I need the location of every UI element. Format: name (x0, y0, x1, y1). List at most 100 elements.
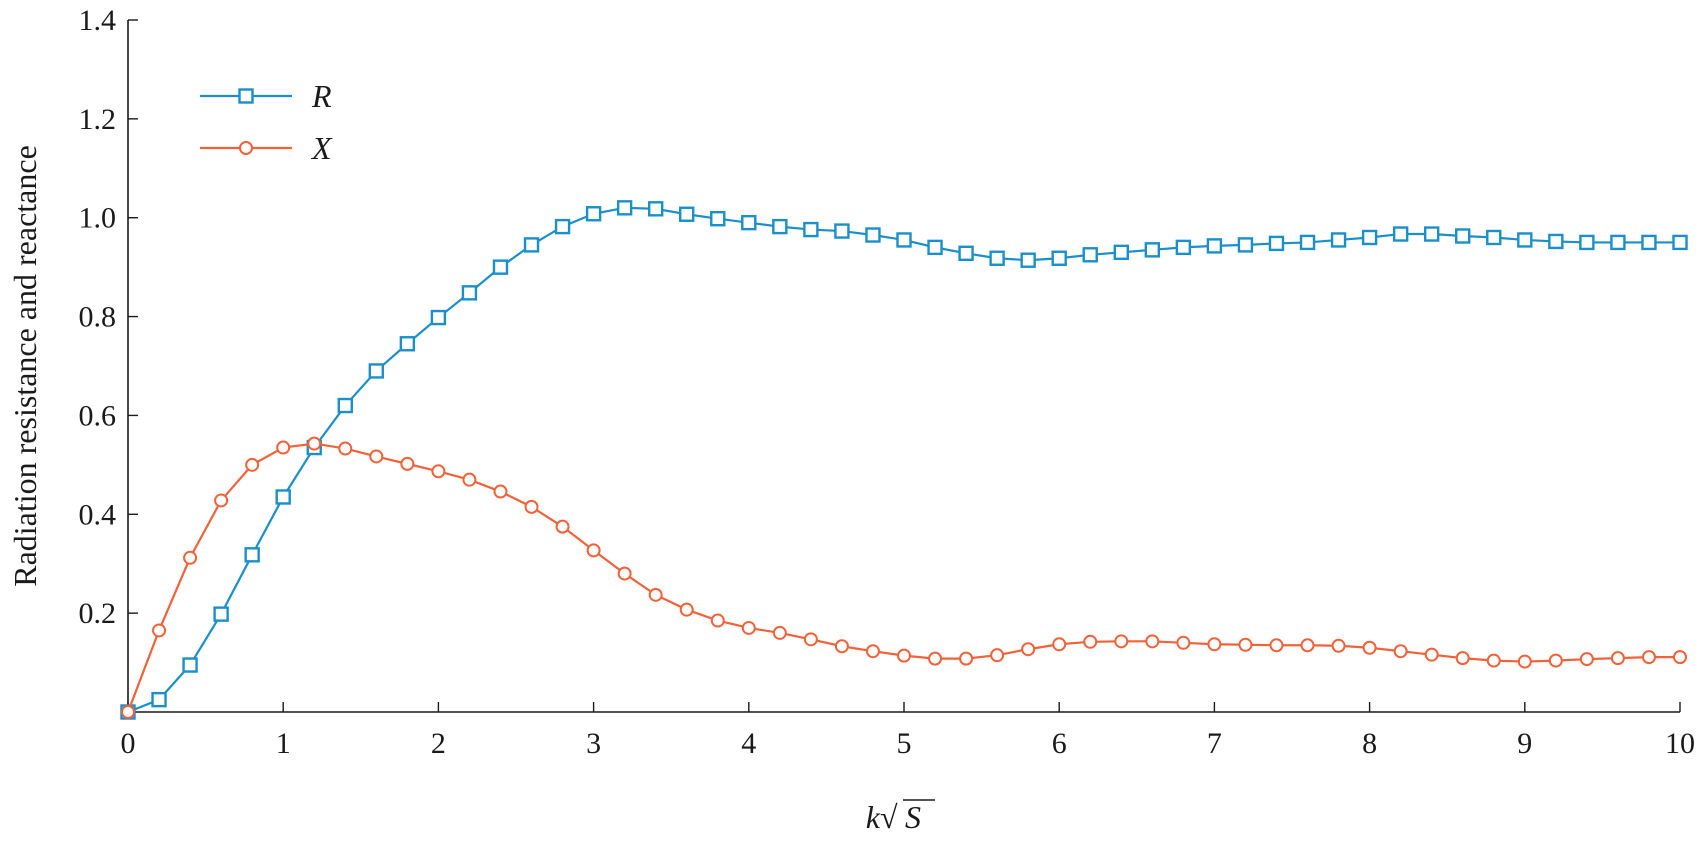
series-r-point (1051, 250, 1067, 266)
series-r-point (461, 285, 478, 301)
series-r-point (927, 239, 943, 256)
series-r-point (1392, 226, 1409, 242)
series-x-point (183, 550, 198, 565)
y-tick-label: 1.0 (79, 202, 117, 235)
series-r-point (151, 691, 167, 708)
series-x-point (1610, 651, 1625, 666)
series-r-point (1361, 229, 1378, 246)
series-x-point (990, 648, 1005, 663)
y-tick-label: 0.6 (79, 399, 117, 432)
series-x-point (307, 436, 322, 451)
series-x-point (1176, 635, 1191, 650)
series-r-point (1206, 238, 1223, 254)
series-r-point (958, 245, 974, 262)
series-r-point (710, 211, 726, 227)
series-r-point (399, 336, 416, 352)
series-x-point (1424, 647, 1439, 662)
series-x-point (834, 639, 849, 654)
series-x-point (586, 543, 601, 558)
legend-marker-r (238, 88, 254, 104)
x-tick-label: 2 (431, 727, 446, 760)
series-x-point (1486, 653, 1501, 668)
series-x-point (152, 623, 167, 638)
series-r-point (1299, 234, 1316, 251)
series-r-point (1672, 234, 1688, 251)
series-x-point (493, 484, 508, 499)
series-x-point (400, 456, 415, 471)
y-tick-label: 0.2 (79, 597, 117, 630)
series-x-point (1579, 652, 1594, 667)
series-r-point (1610, 234, 1626, 251)
series-x-point (1083, 634, 1098, 649)
series-x-point (1517, 654, 1532, 669)
series-x-point (1114, 634, 1129, 649)
series-r-point (182, 657, 198, 673)
series-r-point (1237, 237, 1254, 253)
x-tick-label: 0 (121, 727, 136, 760)
x-axis-title-prefix: k (866, 799, 881, 835)
series-x-point (276, 440, 291, 455)
series-r-point (647, 201, 664, 217)
series-x-point (865, 644, 880, 659)
series-x-point (1455, 651, 1470, 666)
x-tick-label: 4 (741, 727, 756, 760)
series-r-point (616, 200, 633, 216)
series-r-point (834, 223, 850, 239)
series-r-point (896, 232, 912, 248)
series-x-point (803, 632, 818, 647)
series-r-line (127, 206, 1680, 714)
legend-marker-x (239, 141, 253, 155)
series-x-point (338, 441, 353, 456)
series-x-point (214, 493, 229, 508)
x-axis-title-radical: √ (880, 799, 898, 835)
x-tick-label: 7 (1207, 727, 1222, 760)
series-x-point (1052, 637, 1067, 652)
x-axis-title: k √ S (866, 799, 935, 835)
series-r-point (1082, 247, 1098, 263)
series-x-point (431, 464, 446, 479)
series-r-point (1517, 232, 1533, 248)
y-tick-label: 0.8 (79, 301, 117, 334)
series-r-point (275, 489, 291, 505)
series-r-point (554, 218, 571, 235)
series-r-point (1579, 234, 1595, 251)
axes-group (127, 20, 1680, 713)
series-x-point (772, 625, 787, 640)
series-r-point (337, 397, 353, 414)
series-r-point (1175, 239, 1192, 256)
series-x-point (1145, 634, 1160, 649)
series-x-point (617, 566, 632, 581)
y-tick-label: 1.2 (79, 103, 117, 136)
x-tick-label: 9 (1517, 727, 1532, 760)
series-x-point (1269, 638, 1284, 653)
series-r-point (1641, 234, 1657, 251)
series-r-point (523, 237, 540, 253)
legend: RX (200, 78, 333, 166)
series-x-point (555, 519, 570, 534)
series-x-point (679, 602, 694, 617)
series-group (120, 200, 1688, 720)
ticks-group: 0 1 2 3 4 5 6 7 8 9 10 0.2 0.4 0.6 0.8 1.0 1.2 1.4 (79, 4, 1696, 760)
series-x (121, 436, 1687, 719)
x-axis-title-radicand: S (905, 799, 921, 835)
series-x-point (1362, 640, 1377, 655)
series-r-point (679, 206, 695, 222)
series-r-point (1423, 226, 1440, 242)
series-x-point (121, 705, 135, 719)
series-x-point (1673, 650, 1687, 665)
series-x-point (369, 449, 384, 464)
series-r-point (213, 606, 229, 622)
series-r-point (1020, 252, 1036, 268)
series-x-point (1548, 653, 1563, 668)
series-x-point (1021, 642, 1036, 657)
x-tick-label: 5 (897, 727, 912, 760)
series-r-point (430, 309, 447, 326)
series-x-point (462, 472, 477, 487)
series-r-point (803, 221, 819, 238)
series-x-point (1641, 650, 1656, 665)
series-r-point (772, 218, 788, 235)
series-x-point (928, 651, 943, 666)
series-r-point (368, 363, 385, 379)
series-r-point (492, 259, 509, 275)
